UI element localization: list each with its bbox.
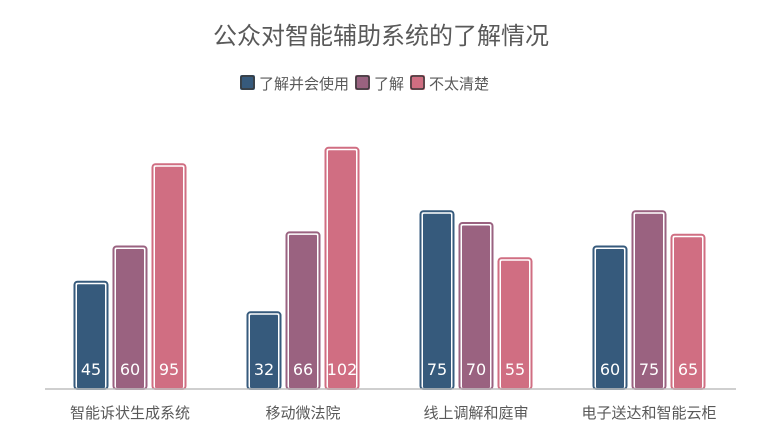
legend-item-1: 了解 [355, 75, 404, 93]
legend-swatch [410, 75, 425, 90]
legend-item-0: 了解并会使用 [240, 75, 349, 93]
x-tick-label: 电子送达和智能云柜 [581, 404, 716, 422]
legend-swatch-border [240, 75, 255, 90]
data-label: 102 [327, 360, 358, 379]
data-label: 70 [466, 360, 486, 379]
x-tick-label: 移动微法院 [265, 404, 340, 422]
x-tick-label: 智能诉状生成系统 [70, 404, 190, 422]
bar [153, 164, 185, 390]
legend-swatch [355, 75, 370, 90]
x-axis-labels: 智能诉状生成系统 移动微法院 线上调解和庭审 电子送达和智能云柜 [70, 404, 717, 422]
legend-swatch-border [410, 75, 425, 90]
data-label: 75 [639, 360, 659, 379]
data-label: 60 [120, 360, 140, 379]
data-label: 45 [81, 360, 101, 379]
plot-area: 45 60 95 32 66 102 75 70 55 60 75 65 [73, 146, 706, 390]
legend-label: 了解并会使用 [259, 75, 349, 93]
bar [326, 148, 358, 390]
data-label: 65 [678, 360, 698, 379]
legend-label: 了解 [374, 75, 404, 93]
legend-item-2: 不太清楚 [410, 75, 489, 93]
data-label: 66 [293, 360, 313, 379]
legend: 了解并会使用 了解 不太清楚 [240, 75, 489, 93]
data-label: 55 [505, 360, 525, 379]
data-label: 60 [600, 360, 620, 379]
legend-swatch [240, 75, 255, 90]
chart-title: 公众对智能辅助系统的了解情况 [213, 22, 549, 50]
legend-swatch-border [355, 75, 370, 90]
data-label: 75 [427, 360, 447, 379]
legend-label: 不太清楚 [429, 75, 489, 93]
x-tick-label: 线上调解和庭审 [423, 404, 528, 422]
data-label: 32 [254, 360, 274, 379]
data-label: 95 [159, 360, 179, 379]
